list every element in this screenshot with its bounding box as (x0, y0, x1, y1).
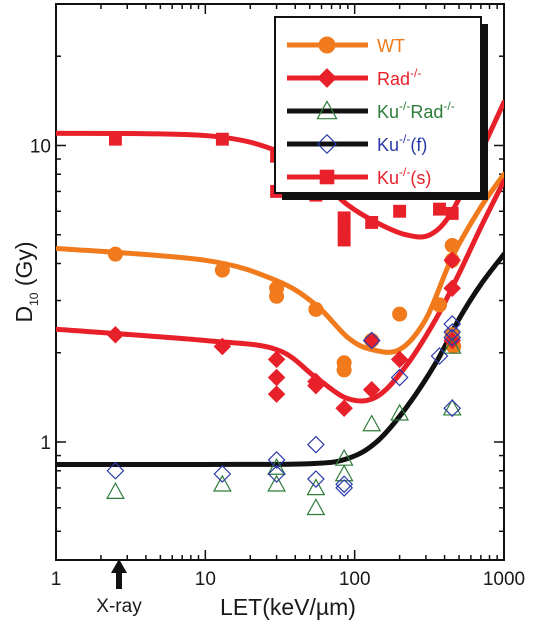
legend-marker (316, 100, 338, 120)
data-point (365, 216, 379, 229)
data-point (214, 262, 230, 278)
data-point (213, 465, 232, 483)
data-point (445, 206, 459, 220)
data-point (393, 204, 407, 218)
xray-annotation: X-ray (96, 559, 142, 617)
legend-marker (317, 68, 337, 88)
legend-item: Ku-/-Rad-/- (287, 99, 455, 122)
xray-label: X-ray (96, 596, 142, 617)
data-point (267, 350, 286, 369)
data-point (335, 479, 354, 497)
legend-marker (318, 36, 336, 54)
x-axis-label: LET(keV/µm) (220, 594, 356, 620)
data-point (443, 279, 461, 298)
data-point (433, 202, 446, 216)
data-point (334, 448, 354, 466)
data-point (335, 399, 353, 417)
y-axis-label: D10 (Gy) (11, 241, 41, 322)
fit-curve (56, 251, 504, 468)
data-point (213, 337, 232, 356)
up-arrow-icon (111, 559, 127, 589)
y-tick-label: 1 (40, 433, 51, 454)
data-point (336, 362, 352, 378)
x-tick-label: 10 (195, 569, 216, 590)
legend-item: Ku-/-(f) (287, 132, 427, 155)
legend: WT Rad-/- Ku-/-Rad-/- Ku-/-(f) Ku-/-(s) (274, 16, 488, 200)
plot-frame (55, 3, 505, 561)
legend-label: Ku-/-Rad-/- (377, 99, 455, 122)
legend-label: Ku-/-(f) (377, 132, 427, 155)
data-point (106, 482, 125, 499)
data-point (390, 368, 409, 387)
legend-marker (316, 133, 338, 155)
data-point (442, 336, 462, 354)
fit-curve (56, 171, 504, 355)
x-tick-label: 100 (339, 569, 371, 590)
data-point (267, 451, 286, 469)
x-tick-label: 1 (51, 569, 62, 590)
legend-item: WT (287, 36, 405, 56)
data-point (267, 465, 286, 483)
legend-label: Rad-/- (377, 66, 421, 89)
data-point (390, 350, 409, 369)
legend-label: Ku-/-(s) (377, 165, 431, 188)
data-point (390, 403, 410, 421)
legend-item: Ku-/-(s) (287, 165, 431, 188)
data-point (443, 323, 462, 341)
data-point (306, 470, 325, 488)
data-point (108, 132, 122, 146)
data-point (334, 464, 354, 482)
legend-marker (319, 169, 335, 185)
data-point (267, 385, 286, 403)
data-point (362, 381, 381, 399)
legend-label: WT (377, 36, 405, 56)
x-tick-label: 1000 (483, 569, 525, 590)
data-point (306, 498, 326, 516)
data-point (430, 347, 449, 365)
data-point (392, 306, 408, 322)
data-point (308, 301, 324, 317)
data-point (337, 233, 351, 247)
data-point (106, 325, 125, 344)
data-point (267, 368, 286, 387)
data-point (307, 376, 325, 395)
data-point (107, 246, 123, 262)
data-point (215, 132, 229, 146)
data-point (306, 435, 325, 454)
data-point (335, 475, 354, 494)
data-points (106, 132, 462, 516)
data-point (432, 297, 448, 313)
data-point (267, 474, 287, 492)
data-point (362, 414, 382, 432)
data-point (306, 478, 326, 496)
data-point (443, 251, 461, 270)
data-point (444, 237, 460, 253)
legend-item: Rad-/- (287, 66, 421, 89)
axis-ticks: 1 10 100 1000 1 10 (30, 3, 525, 590)
data-point (443, 315, 462, 333)
data-point (442, 398, 462, 416)
data-point (212, 474, 232, 492)
data-point (443, 399, 462, 418)
data-point (269, 288, 285, 304)
data-point (267, 457, 287, 475)
data-point (106, 461, 125, 480)
y-tick-label: 10 (30, 136, 51, 157)
data-point (337, 211, 351, 225)
data-point (362, 331, 381, 350)
